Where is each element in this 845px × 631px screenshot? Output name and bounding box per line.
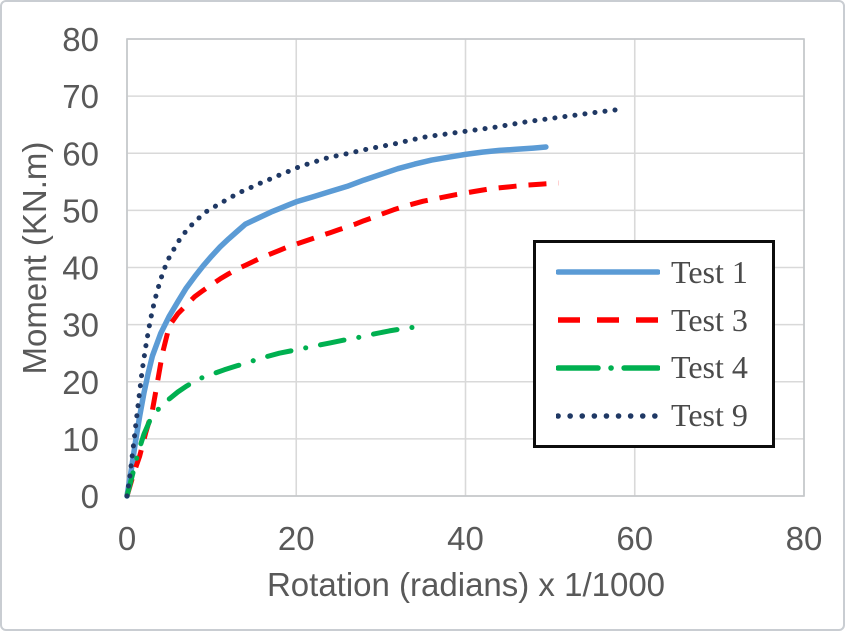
legend: Test 1 Test 3 Test 4 Test 9 — [533, 240, 775, 448]
y-tick-label: 60 — [62, 135, 99, 172]
y-tick-label: 50 — [62, 192, 99, 229]
legend-label: Test 4 — [671, 349, 748, 386]
x-tick-label: 60 — [616, 520, 653, 557]
legend-line-sample-test-3 — [558, 317, 658, 323]
legend-label: Test 1 — [671, 253, 748, 290]
legend-item: Test 1 — [536, 254, 772, 291]
legend-item: Test 3 — [536, 302, 772, 339]
y-axis-title: Moment (KN.m) — [16, 141, 53, 375]
plot-border — [126, 38, 805, 497]
y-tick-label: 0 — [81, 478, 99, 515]
y-tick-label: 70 — [62, 78, 99, 115]
legend-label: Test 3 — [671, 301, 748, 338]
series-line-test-4 — [124, 323, 426, 499]
legend-label: Test 9 — [671, 397, 748, 434]
legend-line-sample-test-9 — [556, 412, 660, 419]
y-tick-label: 30 — [62, 307, 99, 344]
y-tick-label: 10 — [62, 421, 99, 458]
legend-item: Test 9 — [536, 397, 772, 434]
x-tick-label: 0 — [118, 520, 136, 557]
y-tick-label: 20 — [62, 364, 99, 401]
y-tick-label: 40 — [62, 250, 99, 287]
legend-line-sample-test-4 — [556, 365, 660, 371]
series-line-test-1 — [124, 144, 549, 499]
series-line-test-9 — [124, 106, 623, 499]
legend-line-sample-test-1 — [556, 269, 660, 276]
x-tick-label: 20 — [278, 520, 315, 557]
x-axis-title: Rotation (radians) x 1/1000 — [266, 566, 666, 603]
x-tick-label: 40 — [447, 520, 484, 557]
x-tick-label: 80 — [786, 520, 823, 557]
legend-item: Test 4 — [536, 349, 772, 386]
y-tick-label: 80 — [62, 21, 99, 58]
